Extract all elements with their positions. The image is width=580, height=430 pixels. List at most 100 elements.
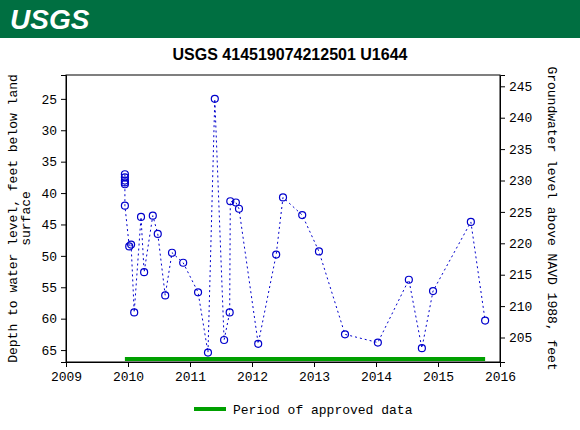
data-line [125, 99, 485, 353]
data-point [126, 243, 133, 250]
tick-label: 2015 [423, 370, 454, 385]
data-point [273, 251, 280, 258]
data-point [482, 317, 489, 324]
tick: 30 [41, 124, 66, 139]
tick: 240 [500, 111, 532, 126]
tick-mark [438, 362, 439, 367]
data-point [149, 212, 156, 219]
axis-line [501, 76, 506, 363]
tick: 45 [41, 218, 66, 233]
tick-mark [61, 193, 66, 194]
tick-label: 35 [41, 155, 57, 170]
tick-mark [376, 362, 377, 367]
tick: 2009 [51, 362, 82, 385]
tick: 50 [41, 250, 66, 265]
y-axis-title: surface [19, 191, 34, 246]
header-band [0, 0, 580, 38]
tick: 2014 [361, 362, 392, 385]
tick-label: 65 [41, 344, 57, 359]
tick-mark [500, 181, 505, 182]
tick-label: 220 [509, 237, 532, 252]
tick: 205 [500, 331, 532, 346]
data-point [121, 202, 128, 209]
axis-line [61, 76, 67, 363]
tick: 215 [500, 268, 532, 283]
data-point [342, 331, 349, 338]
data-point [467, 218, 474, 225]
tick-mark [500, 306, 505, 307]
tick-label: 2010 [113, 370, 144, 385]
tick: 230 [500, 174, 532, 189]
data-point [418, 345, 425, 352]
data-point [162, 292, 169, 299]
tick-label: 2013 [299, 370, 330, 385]
tick: 245 [500, 80, 532, 95]
tick: 225 [500, 206, 532, 221]
tick-label: 230 [509, 174, 532, 189]
tick-mark [500, 243, 505, 244]
approved-period [125, 357, 485, 361]
tick-label: 235 [509, 143, 532, 158]
logo: USGS [10, 4, 90, 35]
tick-mark [128, 362, 129, 367]
tick-mark [61, 350, 66, 351]
data-point [195, 289, 202, 296]
tick: 2011 [175, 362, 206, 385]
tick-mark [500, 86, 505, 87]
tick: 55 [41, 281, 66, 296]
tick-mark [61, 319, 66, 320]
tick: 65 [41, 344, 66, 359]
plot-frame [66, 75, 500, 362]
data-point [180, 259, 187, 266]
plot-area [121, 95, 488, 359]
legend-label: Period of approved data [233, 403, 413, 418]
data-point [255, 340, 262, 347]
tick-label: 2014 [361, 370, 392, 385]
y2-axis-title: Groundwater level above NAVD 1988, feet [544, 66, 559, 370]
tick: 220 [500, 237, 532, 252]
data-point [374, 339, 381, 346]
tick: 235 [500, 143, 532, 158]
tick-label: 2011 [175, 370, 206, 385]
tick-label: 40 [41, 187, 57, 202]
tick-mark [61, 224, 66, 225]
tick-label: 55 [41, 281, 57, 296]
tick-mark [61, 256, 66, 257]
tick-mark [61, 130, 66, 131]
tick: 25 [41, 93, 66, 108]
data-point [131, 309, 138, 316]
tick-mark [190, 362, 191, 367]
tick-label: 60 [41, 312, 57, 327]
data-point [405, 276, 412, 283]
title: USGS 414519074212501 U1644 [173, 46, 408, 63]
tick-mark [252, 362, 253, 367]
tick-label: 205 [509, 331, 532, 346]
tick-label: 240 [509, 111, 532, 126]
tick-label: 2012 [237, 370, 268, 385]
tick-label: 225 [509, 206, 532, 221]
data-point [226, 309, 233, 316]
tick: 2016 [485, 362, 516, 385]
tick: 2010 [113, 362, 144, 385]
tick-mark [500, 338, 505, 339]
data-point [121, 181, 128, 188]
tick: 2012 [237, 362, 268, 385]
tick: 2013 [299, 362, 330, 385]
tick-mark [500, 149, 505, 150]
tick-mark [500, 275, 505, 276]
legend-item: Period of approved data [194, 403, 413, 418]
tick-mark [500, 118, 505, 119]
tick-mark [61, 287, 66, 288]
data-point [169, 249, 176, 256]
data-point [315, 248, 322, 255]
y-axis: 25 30 35 40 45 50 55 60 65 [41, 76, 66, 363]
data-point [154, 230, 161, 237]
data-point [280, 194, 287, 201]
tick-label: 210 [509, 300, 532, 315]
tick-mark [61, 99, 66, 100]
tick-label: 2009 [51, 370, 82, 385]
data-point [235, 205, 242, 212]
tick-mark [61, 162, 66, 163]
data-point [430, 288, 437, 295]
tick-label: 25 [41, 93, 57, 108]
